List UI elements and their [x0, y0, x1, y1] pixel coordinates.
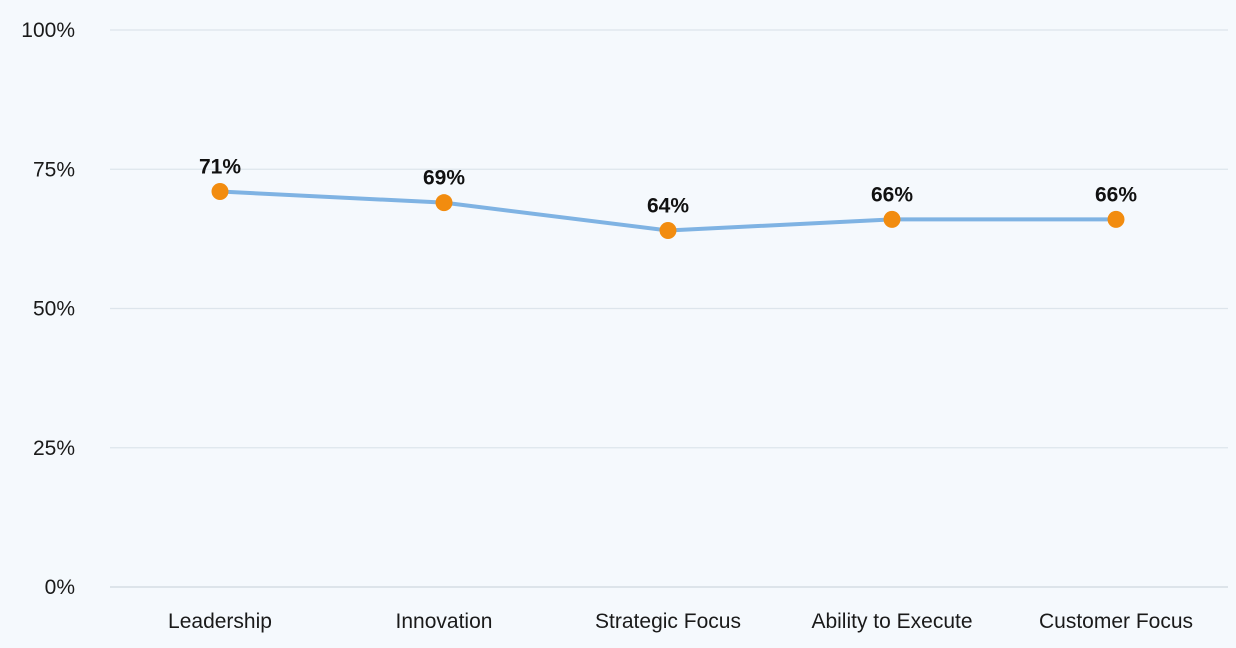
- gridlines: [110, 29, 1228, 588]
- data-point: [1107, 210, 1125, 228]
- data-label: 66%: [1095, 183, 1137, 206]
- x-tick-label: Innovation: [396, 610, 493, 633]
- x-tick-label: Customer Focus: [1039, 610, 1193, 633]
- y-tick-label: 0%: [45, 576, 75, 599]
- data-labels: 71% 69% 64% 66% 66%: [199, 156, 1137, 218]
- y-axis-ticks: 0% 25% 50% 75% 100%: [21, 19, 75, 599]
- data-point: [211, 183, 229, 201]
- data-point: [659, 222, 677, 240]
- data-label: 71%: [199, 156, 241, 179]
- y-tick-label: 75%: [33, 158, 75, 181]
- x-axis-ticks: Leadership Innovation Strategic Focus Abili…: [168, 610, 1193, 633]
- data-point: [883, 210, 901, 228]
- data-label: 69%: [423, 167, 465, 190]
- data-markers: [211, 183, 1125, 240]
- y-tick-label: 100%: [21, 19, 75, 42]
- y-tick-label: 25%: [33, 437, 75, 460]
- x-tick-label: Leadership: [168, 610, 272, 633]
- data-point: [435, 194, 453, 212]
- y-tick-label: 50%: [33, 298, 75, 321]
- x-tick-label: Strategic Focus: [595, 610, 741, 633]
- data-label: 64%: [647, 195, 689, 218]
- x-tick-label: Ability to Execute: [811, 610, 972, 633]
- data-label: 66%: [871, 183, 913, 206]
